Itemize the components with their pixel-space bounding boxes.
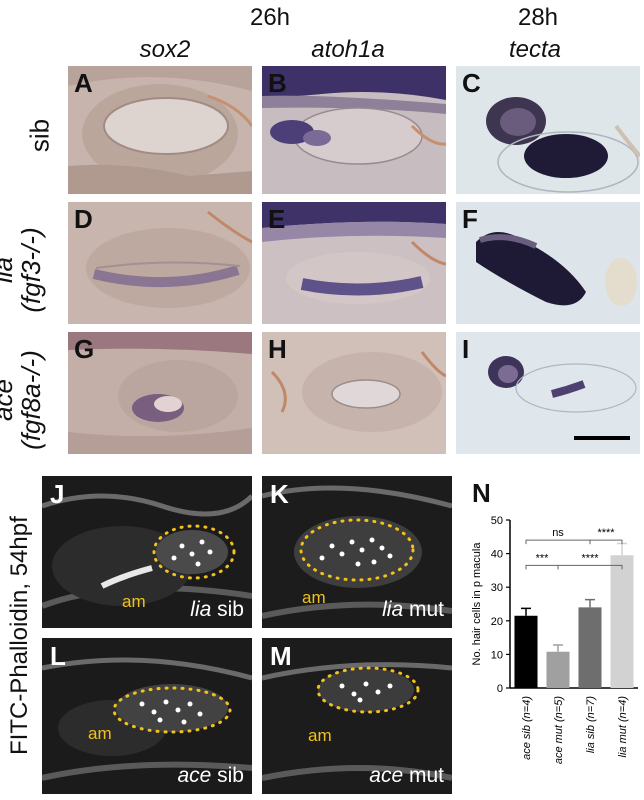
- significance-label: ***: [536, 552, 550, 564]
- panel-letter-e: E: [268, 204, 286, 234]
- ish-image-e: [262, 202, 446, 324]
- panel-letter-j: J: [50, 479, 65, 509]
- genotype-j: lia: [190, 598, 212, 621]
- fluor-image-l: [42, 638, 252, 794]
- ish-image-d: [68, 202, 252, 324]
- panel-letter-i: I: [462, 334, 470, 364]
- row-label-sib: sib: [25, 106, 56, 166]
- ish-image-c: [456, 66, 640, 194]
- ish-panel-b: B: [262, 66, 446, 194]
- panel-letter-h: H: [268, 334, 287, 364]
- significance-bracket: [589, 539, 623, 545]
- panel-letter-b: B: [268, 68, 287, 98]
- ish-image-i: [456, 332, 640, 454]
- ish-panel-h: H: [262, 332, 446, 454]
- ish-panel-a: A: [68, 66, 252, 194]
- y-tick-label: 50: [491, 515, 503, 527]
- significance-bracket: [525, 539, 591, 545]
- genotype-k: lia: [382, 598, 404, 621]
- panel-letter-f: F: [462, 204, 478, 234]
- fluor-image-k: [262, 476, 452, 628]
- row-label-lia-genotype: (fgf3-/-): [16, 227, 46, 313]
- bar-chart: 0 10 20 30 40 50 No. hair cells in p macula ns…: [471, 515, 638, 765]
- ish-image-h: [262, 332, 446, 454]
- y-tick-label: 0: [497, 683, 503, 695]
- scale-bar: [574, 436, 630, 440]
- ish-panel-d: D: [68, 202, 252, 324]
- significance-label: ns: [552, 527, 564, 539]
- header-tecta: tecta: [508, 36, 562, 63]
- condition-label-l: ace sib: [177, 764, 244, 788]
- am-label-m: am: [308, 726, 332, 745]
- panel-letter-d: D: [74, 204, 93, 234]
- row-label-ace: ace (fgf8a-/-): [0, 325, 49, 475]
- status-l: sib: [217, 764, 244, 787]
- ish-image-f: [456, 202, 640, 324]
- condition-label-j: lia sib: [190, 598, 244, 622]
- row-label-ace-name: ace: [0, 379, 18, 421]
- y-axis-label: No. hair cells in p macula: [471, 542, 483, 666]
- bar: [610, 555, 634, 688]
- genotype-m: ace: [369, 764, 404, 787]
- bar: [514, 615, 538, 688]
- x-tick-label: ace sib (n=4): [521, 696, 533, 760]
- header-atoh1a: atoh1a: [311, 36, 385, 63]
- bar: [578, 607, 602, 688]
- fluor-panel-k: K am lia mut: [262, 476, 452, 628]
- header-26h: 26h: [249, 4, 291, 31]
- ish-image-a: [68, 66, 252, 194]
- row-label-lia-name: lia: [0, 257, 18, 284]
- ish-panel-g: G: [68, 332, 252, 454]
- fluor-image-j: [42, 476, 252, 628]
- y-tick-label: 30: [491, 582, 503, 594]
- ish-panel-i: I: [456, 332, 640, 454]
- panel-letter-a: A: [74, 68, 93, 98]
- header-sox2: sox2: [139, 36, 191, 63]
- ish-panel-e: E: [262, 202, 446, 324]
- x-tick-label: lia mut (n=4): [617, 696, 629, 758]
- significance-label: ****: [581, 552, 599, 564]
- ish-panel-f: F: [456, 202, 640, 324]
- significance-label: ****: [597, 527, 615, 539]
- panel-letter-n: N: [472, 478, 491, 508]
- panel-letter-k: K: [270, 479, 289, 509]
- genotype-l: ace: [177, 764, 212, 787]
- fluor-panel-m: M am ace mut: [262, 638, 452, 794]
- panel-letter-m: M: [270, 641, 292, 671]
- panel-letter-c: C: [462, 68, 481, 98]
- condition-label-k: lia mut: [382, 598, 444, 622]
- panel-letter-l: L: [50, 641, 66, 671]
- fluor-panel-l: L am ace sib: [42, 638, 252, 794]
- condition-label-m: ace mut: [369, 764, 444, 788]
- y-tick-label: 10: [491, 649, 503, 661]
- ish-panel-c: C: [456, 66, 640, 194]
- panel-letter-g: G: [74, 334, 95, 364]
- x-tick-label: ace mut (n=5): [553, 696, 565, 765]
- row-label-lia: lia (fgf3-/-): [0, 195, 49, 345]
- fluor-panel-j: J am lia sib: [42, 476, 252, 628]
- y-tick-label: 40: [491, 549, 503, 561]
- header-28h: 28h: [517, 4, 559, 31]
- am-label-k: am: [302, 588, 326, 607]
- status-m: mut: [408, 764, 444, 787]
- am-label-j: am: [122, 592, 146, 611]
- stain-label: FITC-Phalloidin, 54hpf: [6, 516, 33, 755]
- am-label-l: am: [88, 724, 112, 743]
- status-j: sib: [217, 598, 244, 621]
- status-k: mut: [408, 598, 444, 621]
- ish-image-b: [262, 66, 446, 194]
- significance-bracket: [557, 564, 623, 570]
- significance-bracket: [525, 564, 559, 570]
- row-label-sib-text: sib: [24, 118, 55, 153]
- ish-image-g: [68, 332, 252, 454]
- fluor-image-m: [262, 638, 452, 794]
- row-label-ace-genotype: (fgf8a-/-): [16, 350, 46, 450]
- y-tick-label: 20: [491, 616, 503, 628]
- x-tick-label: lia sib (n=7): [585, 696, 597, 754]
- bar: [546, 651, 570, 688]
